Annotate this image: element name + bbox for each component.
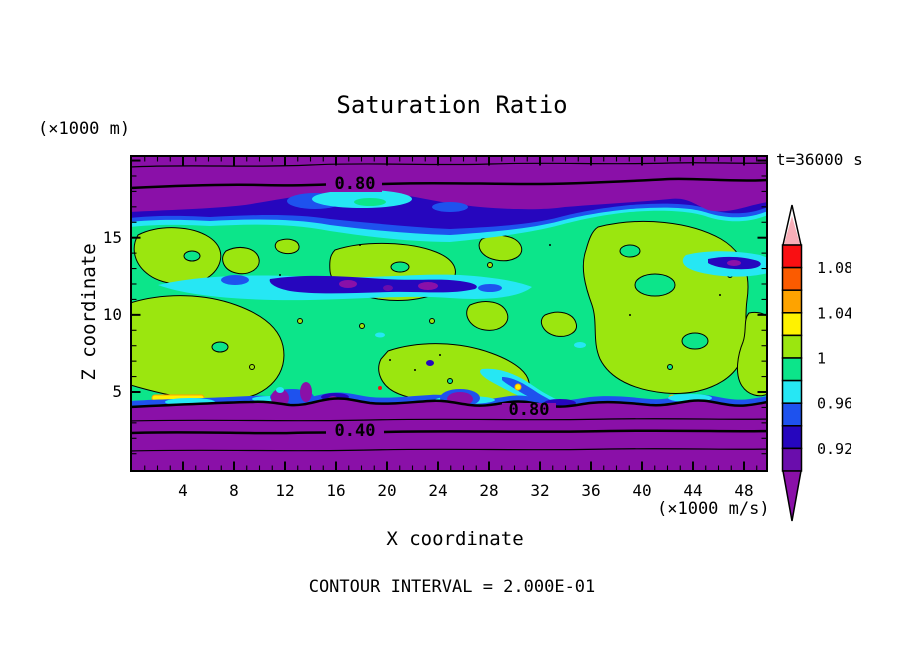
x-tick-label: 44 xyxy=(683,481,703,500)
axis-ticks xyxy=(131,156,767,471)
colorbar-segment xyxy=(781,334,803,359)
y-tick-label: 10 xyxy=(102,304,122,324)
contour-label-top-080: 0.80 xyxy=(335,174,376,194)
colorbar-segment xyxy=(781,289,803,314)
bottom-dry-layer xyxy=(130,398,768,472)
x-axis-name: X coordinate xyxy=(386,528,524,550)
colorbar-segment xyxy=(781,244,803,269)
x-tick-label: 48 xyxy=(734,481,754,500)
contour-field: 0.80 0.80 0.40 xyxy=(130,155,768,472)
colorbar-segment xyxy=(781,447,803,472)
contour-line-labels: 0.80 0.80 0.40 xyxy=(328,174,556,441)
contour-plot: 0.80 0.80 0.40 xyxy=(130,155,768,472)
contour-label-bottom-080: 0.80 xyxy=(509,400,550,420)
colorbar-segment xyxy=(781,357,803,382)
x-tick-label: 12 xyxy=(275,481,295,500)
y-tick-label: 5 xyxy=(112,382,122,401)
y-axis-units-label: (×1000 m) xyxy=(38,119,131,139)
colorbar: 1.08 1.04 1 0.96 0.92 xyxy=(781,204,851,522)
chart-title: Saturation Ratio xyxy=(336,91,568,119)
x-tick-label: 8 xyxy=(229,481,239,500)
x-axis-units-label: (×1000 m/s) xyxy=(657,499,770,519)
field-holes xyxy=(183,244,733,384)
contour-label-bottom-040: 0.40 xyxy=(335,421,376,441)
contour-specks xyxy=(279,244,721,371)
colorbar-segment xyxy=(781,402,803,427)
time-stamp-label: t=36000 s xyxy=(776,150,863,169)
contour-interval-note: CONTOUR INTERVAL = 2.000E-01 xyxy=(308,577,596,597)
x-tick-label: 16 xyxy=(326,481,346,500)
colorbar-segment xyxy=(781,266,803,291)
x-tick-label: 40 xyxy=(632,481,652,500)
y-tick-label: 15 xyxy=(102,227,122,247)
x-tick-label: 4 xyxy=(178,481,188,500)
x-tick-label: 36 xyxy=(581,481,601,500)
colorbar-bottom-arrow xyxy=(782,470,802,522)
colorbar-segment xyxy=(781,379,803,404)
colorbar-tick-label: 0.92 xyxy=(817,440,851,458)
colorbar-tick-label: 1.08 xyxy=(817,259,851,277)
colorbar-segment xyxy=(781,425,803,450)
colorbar-tick-label: 1.04 xyxy=(817,304,851,322)
x-tick-label: 20 xyxy=(377,481,397,500)
x-tick-label: 28 xyxy=(479,481,499,500)
mid-dry-streak xyxy=(158,274,532,301)
colorbar-tick-label: 0.96 xyxy=(817,395,851,413)
right-dry-streak xyxy=(682,251,768,277)
plot-frame xyxy=(130,155,768,472)
x-tick-label: 24 xyxy=(428,481,448,500)
colorbar-segment xyxy=(781,312,803,337)
x-tick-label: 32 xyxy=(530,481,550,500)
colorbar-tick-label: 1 xyxy=(817,350,826,368)
